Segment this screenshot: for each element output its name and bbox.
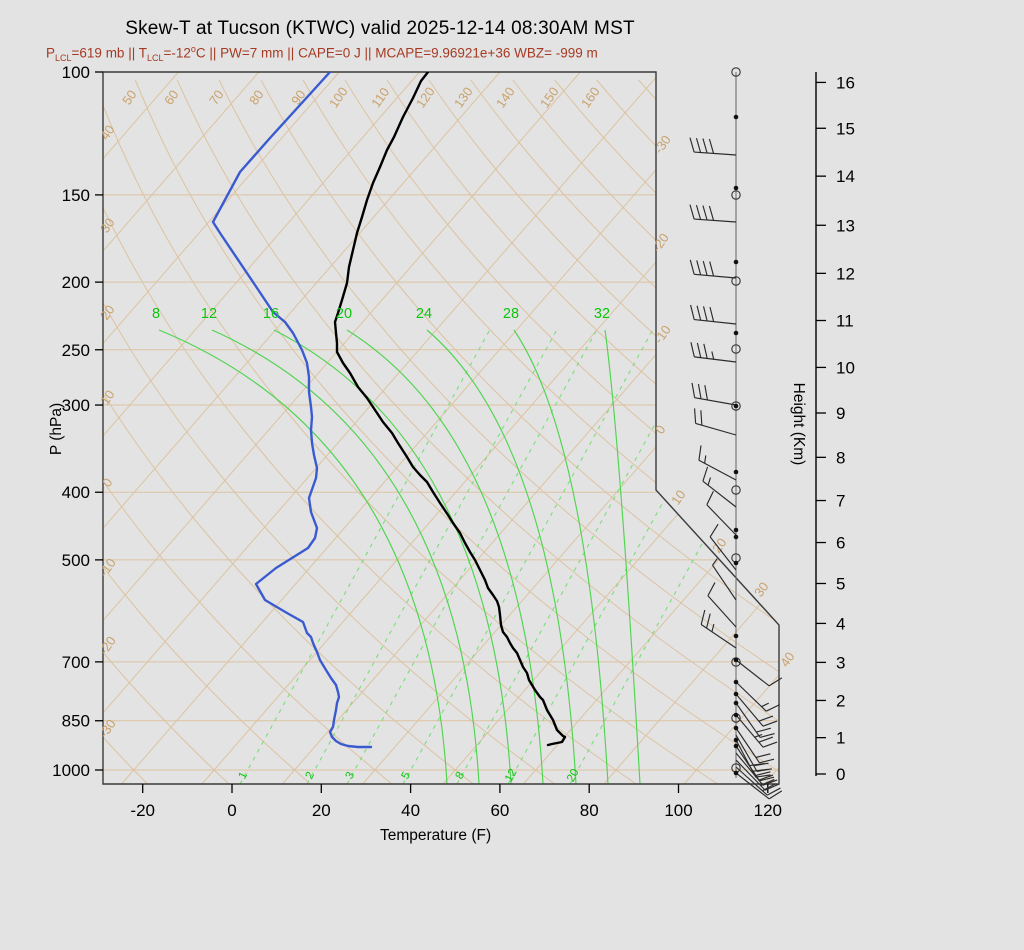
svg-text:140: 140: [493, 84, 518, 110]
height-axis-title: Height (Km): [790, 382, 807, 466]
svg-text:1000: 1000: [52, 761, 90, 780]
svg-text:-30: -30: [651, 132, 674, 156]
svg-text:70: 70: [206, 87, 227, 107]
svg-text:-30: -30: [96, 716, 119, 740]
svg-text:6: 6: [836, 534, 845, 553]
svg-text:3: 3: [344, 770, 358, 781]
svg-text:5: 5: [400, 770, 414, 781]
svg-text:100: 100: [326, 84, 351, 110]
svg-text:130: 130: [451, 84, 476, 110]
svg-text:10: 10: [836, 358, 855, 377]
svg-text:2: 2: [836, 691, 845, 710]
svg-text:8: 8: [454, 770, 468, 781]
svg-text:12: 12: [201, 306, 217, 322]
svg-text:20: 20: [709, 535, 730, 555]
svg-text:3: 3: [836, 653, 845, 672]
svg-text:60: 60: [490, 801, 509, 820]
svg-text:1: 1: [237, 770, 251, 781]
svg-text:20: 20: [97, 302, 118, 322]
svg-text:24: 24: [416, 306, 432, 322]
svg-text:-10: -10: [96, 555, 119, 579]
svg-text:20: 20: [565, 767, 582, 784]
svg-text:120: 120: [754, 801, 782, 820]
svg-text:16: 16: [263, 306, 279, 322]
svg-text:8: 8: [836, 448, 845, 467]
svg-text:150: 150: [62, 186, 90, 205]
svg-text:0: 0: [652, 422, 668, 437]
svg-text:9: 9: [836, 404, 845, 423]
svg-text:1: 1: [836, 729, 845, 748]
chart-title: Skew-T at Tucson (KTWC) valid 2025-12-14…: [125, 18, 635, 39]
svg-text:90: 90: [288, 87, 309, 107]
svg-text:80: 80: [246, 87, 267, 107]
svg-text:50: 50: [119, 87, 140, 107]
pressure-axis-title: P (hPa): [48, 402, 65, 456]
svg-text:200: 200: [62, 273, 90, 292]
dewpoint-curve: [211, 72, 373, 749]
svg-text:40: 40: [401, 801, 420, 820]
svg-text:11: 11: [836, 312, 854, 331]
svg-text:2: 2: [304, 770, 318, 781]
svg-text:15: 15: [836, 119, 855, 138]
svg-text:700: 700: [62, 653, 90, 672]
svg-text:-20: -20: [96, 633, 119, 657]
svg-text:14: 14: [836, 167, 855, 186]
svg-text:160: 160: [578, 84, 603, 110]
svg-text:250: 250: [62, 341, 90, 360]
svg-text:60: 60: [161, 87, 182, 107]
svg-text:40: 40: [97, 122, 118, 142]
svg-text:150: 150: [537, 84, 562, 110]
wind-barbs: [689, 67, 783, 800]
svg-text:0: 0: [836, 765, 845, 784]
svg-text:0: 0: [99, 475, 115, 490]
svg-text:-20: -20: [649, 230, 672, 254]
svg-text:30: 30: [97, 215, 118, 235]
temperature-axis-title: Temperature (F): [380, 827, 492, 844]
svg-text:16: 16: [836, 73, 855, 92]
svg-text:100: 100: [664, 801, 692, 820]
svg-text:-10: -10: [651, 322, 674, 346]
svg-text:80: 80: [580, 801, 599, 820]
svg-text:12: 12: [503, 767, 520, 784]
svg-text:850: 850: [62, 712, 90, 731]
svg-text:20: 20: [336, 306, 352, 322]
svg-text:12: 12: [836, 264, 855, 283]
svg-text:10: 10: [668, 487, 689, 507]
svg-text:7: 7: [836, 492, 845, 511]
svg-text:300: 300: [62, 396, 90, 415]
svg-text:-20: -20: [130, 801, 155, 820]
grid-lines: [103, 72, 779, 784]
plot-border: [102, 71, 780, 785]
svg-text:28: 28: [503, 306, 519, 322]
svg-text:32: 32: [594, 306, 610, 322]
chart-subtitle: PLCL=619 mb || TLCL=-12oC || PW=7 mm || …: [46, 44, 598, 64]
svg-text:30: 30: [751, 579, 772, 599]
svg-text:500: 500: [62, 551, 90, 570]
svg-text:100: 100: [62, 63, 90, 82]
svg-text:4: 4: [836, 614, 845, 633]
temperature-curve: [333, 72, 567, 747]
svg-text:10: 10: [97, 387, 118, 407]
svg-text:40: 40: [777, 649, 798, 669]
svg-text:400: 400: [62, 483, 90, 502]
svg-text:110: 110: [368, 85, 392, 111]
svg-text:5: 5: [836, 574, 845, 593]
svg-text:8: 8: [152, 306, 160, 322]
svg-text:13: 13: [836, 216, 855, 235]
svg-text:20: 20: [312, 801, 331, 820]
svg-text:0: 0: [227, 801, 236, 820]
